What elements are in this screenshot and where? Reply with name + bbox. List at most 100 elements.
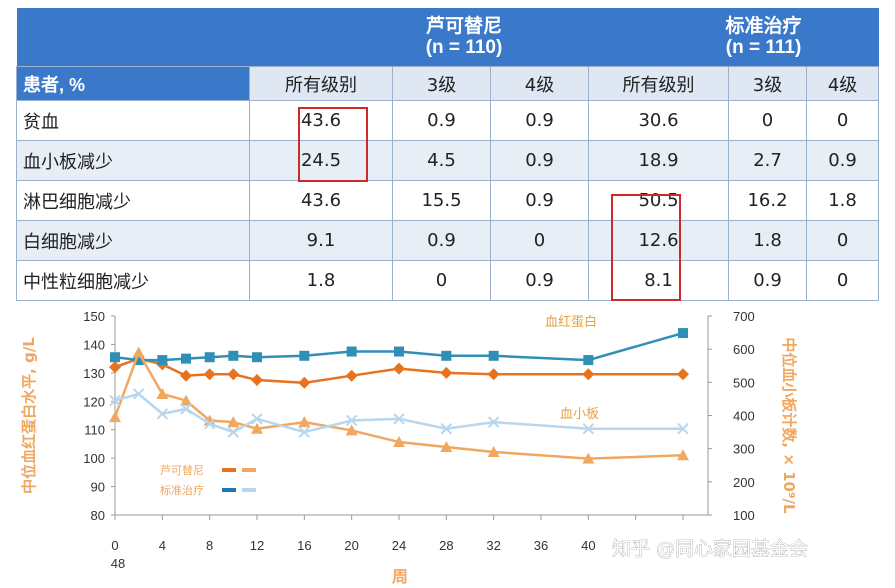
watermark: 知乎 @同心家园基金会 (612, 538, 808, 560)
hemoglobin-platelet-chart: 8090100110120130140150100200300400500600… (20, 309, 808, 586)
table-cell: 0.9 (489, 260, 590, 301)
x-tick-label: 4 (159, 538, 166, 553)
series-point-1 (181, 353, 191, 364)
table-cell: 0.9 (392, 220, 491, 261)
series-point-2 (345, 424, 358, 436)
series-point-1 (228, 350, 239, 361)
row-label: 血小板减少 (16, 140, 250, 181)
table-cell: 0.9 (728, 260, 808, 301)
right-tick-label: 500 (733, 375, 755, 390)
series-point-3 (677, 423, 689, 435)
table-cell: 0.9 (806, 140, 880, 181)
series-point-2 (227, 416, 240, 428)
series-point-1 (299, 350, 310, 361)
left-tick-label: 150 (83, 309, 105, 324)
table-cell: 2.7 (728, 140, 808, 181)
right-tick-label: 100 (733, 508, 755, 523)
left-axis-title: 中位血红蛋白水平, g/L (20, 337, 38, 494)
series-point-0 (298, 376, 311, 389)
table-cell: 0 (806, 100, 880, 141)
sub-header-all-grades: 所有级别 (588, 66, 730, 101)
group-header-row: 芦可替尼 (n = 110) 标准治疗 (n = 111) (16, 8, 879, 67)
series-point-3 (251, 413, 263, 425)
table-cell: 4.5 (392, 140, 491, 181)
group-header-standard-n: (n = 111) (725, 37, 802, 58)
hemoglobin-annotation: 血红蛋白 (545, 314, 597, 330)
table-cell: 0 (806, 260, 880, 301)
series-point-0 (393, 362, 405, 375)
table-cell: 16.2 (728, 180, 808, 221)
series-point-3 (582, 423, 595, 435)
table-row: 中性粒细胞减少 1.8 0 0.9 8.1 0.9 0 (16, 260, 880, 301)
table-cell: 0.9 (392, 100, 491, 141)
highlight-box-ruxolitinib (298, 107, 368, 182)
table-cell: 0 (806, 220, 880, 261)
left-tick-label: 140 (83, 337, 105, 352)
series-point-1 (394, 346, 404, 357)
series-point-1 (346, 346, 357, 357)
table-row: 淋巴细胞减少 43.6 15.5 0.9 50.5 16.2 1.8 (16, 180, 880, 221)
row-label: 贫血 (16, 100, 250, 141)
series-point-2 (298, 416, 311, 428)
x-tick-label: 32 (486, 538, 500, 553)
series-point-0 (251, 373, 263, 386)
series-line-3 (114, 392, 683, 434)
x-tick-label: 20 (344, 538, 358, 553)
x-tick-label: 28 (439, 538, 453, 553)
table-cell: 0 (392, 260, 491, 301)
table-cell: 9.1 (249, 220, 393, 261)
series-point-0 (487, 368, 500, 381)
series-point-2 (440, 441, 453, 453)
table-row: 白细胞减少 9.1 0.9 0 12.6 1.8 0 (16, 220, 880, 261)
series-point-1 (133, 355, 144, 366)
table-cell: 0 (489, 220, 590, 261)
table-cell: 0.9 (489, 140, 590, 181)
series-point-0 (440, 366, 453, 379)
platelet-annotation: 血小板 (560, 407, 599, 422)
series-point-2 (393, 436, 405, 448)
series-point-3 (227, 426, 240, 438)
series-point-2 (251, 422, 263, 434)
table-cell: 1.8 (249, 260, 393, 301)
right-tick-label: 400 (733, 409, 755, 424)
x-tick-label: 12 (250, 538, 264, 553)
series-point-2 (180, 394, 192, 406)
table-cell: 0 (728, 100, 808, 141)
x-tick-label: 48 (111, 556, 125, 571)
right-axis-title: 中位血小板计数, × 10⁹/L (780, 337, 798, 514)
right-tick-label: 300 (733, 442, 755, 457)
left-tick-label: 80 (91, 508, 105, 523)
series-point-3 (487, 416, 500, 428)
series-point-1 (110, 352, 120, 363)
sub-header-grade3: 3级 (728, 66, 808, 101)
series-point-1 (252, 352, 262, 363)
row-header-label: 患者, % (16, 66, 250, 101)
series-point-2 (582, 452, 595, 464)
series-point-3 (393, 413, 405, 425)
series-point-2 (109, 411, 121, 423)
series-point-0 (582, 368, 595, 381)
series-point-0 (227, 368, 240, 381)
series-point-1 (441, 350, 452, 361)
series-point-0 (345, 369, 358, 382)
sub-header-grade4: 4级 (806, 66, 880, 101)
series-point-3 (203, 418, 216, 430)
series-point-0 (677, 368, 689, 381)
x-tick-label: 24 (392, 538, 406, 553)
series-point-2 (677, 449, 689, 461)
series-point-2 (132, 346, 145, 358)
left-tick-label: 90 (91, 480, 105, 495)
table-cell: 30.6 (588, 100, 730, 141)
x-tick-label: 8 (206, 538, 213, 553)
group-header-standard: 标准治疗 (n = 111) (588, 8, 879, 67)
right-tick-label: 600 (733, 342, 755, 357)
adverse-events-table: 芦可替尼 (n = 110) 标准治疗 (n = 111) 患者, % 所有级别… (16, 8, 880, 301)
series-point-3 (180, 403, 192, 415)
row-label: 中性粒细胞减少 (16, 260, 250, 301)
left-tick-label: 120 (83, 394, 105, 409)
series-point-3 (109, 394, 121, 407)
group-header-ruxolitinib-name: 芦可替尼 (426, 16, 503, 37)
row-label: 淋巴细胞减少 (16, 180, 250, 221)
table-cell: 1.8 (806, 180, 880, 221)
right-tick-label: 200 (733, 475, 755, 490)
